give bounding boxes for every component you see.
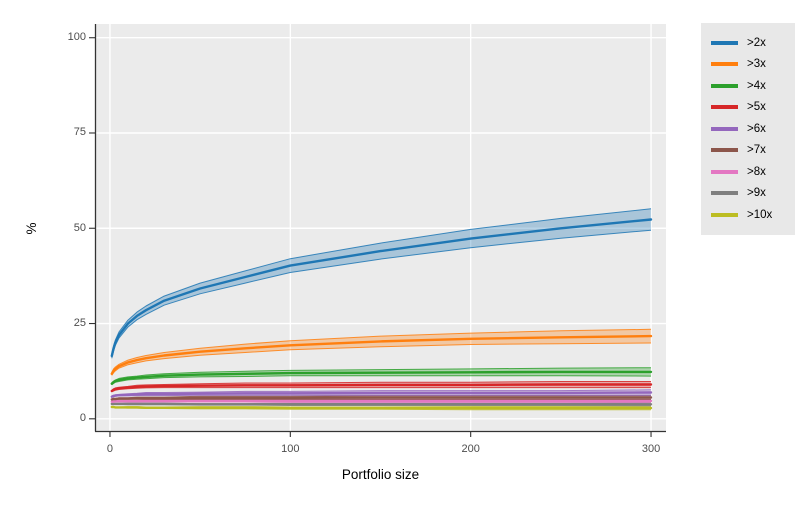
legend-item-4x: >4x [711, 75, 795, 97]
legend-label: >4x [747, 80, 766, 92]
legend-swatch [711, 62, 738, 66]
legend-label: >3x [747, 58, 766, 70]
legend-swatch [711, 148, 738, 152]
legend-label: >6x [747, 123, 766, 135]
y-tick-label: 0 [38, 412, 86, 425]
legend-label: >10x [747, 209, 772, 221]
legend: >2x >3x >4x >5x >6x >7x >8x >9x >10x [701, 23, 795, 235]
legend-item-10x: >10x [711, 204, 795, 226]
legend-swatch [711, 105, 738, 109]
legend-swatch [711, 170, 738, 174]
legend-item-7x: >7x [711, 140, 795, 162]
legend-swatch [711, 191, 738, 195]
legend-swatch [711, 213, 738, 217]
legend-swatch [711, 41, 738, 45]
legend-label: >7x [747, 144, 766, 156]
legend-label: >8x [747, 166, 766, 178]
y-tick-label: 50 [38, 222, 86, 235]
legend-item-6x: >6x [711, 118, 795, 140]
series-line-8x [112, 401, 651, 402]
y-axis-label: % [24, 0, 39, 514]
legend-item-5x: >5x [711, 97, 795, 119]
y-tick-label: 75 [38, 126, 86, 139]
legend-swatch [711, 127, 738, 131]
series-line-10x [112, 407, 651, 408]
legend-swatch [711, 84, 738, 88]
x-tick-label: 300 [621, 443, 681, 456]
legend-label: >9x [747, 187, 766, 199]
legend-item-9x: >9x [711, 183, 795, 205]
y-tick-label: 100 [38, 31, 86, 44]
x-axis-label: Portfolio size [95, 467, 666, 482]
x-tick-label: 200 [441, 443, 501, 456]
y-tick-label: 25 [38, 317, 86, 330]
legend-label: >2x [747, 37, 766, 49]
x-tick-label: 100 [260, 443, 320, 456]
legend-item-2x: >2x [711, 32, 795, 54]
plot-panel [95, 24, 666, 431]
legend-item-3x: >3x [711, 54, 795, 76]
legend-label: >5x [747, 101, 766, 113]
x-tick-label: 0 [80, 443, 140, 456]
legend-item-8x: >8x [711, 161, 795, 183]
